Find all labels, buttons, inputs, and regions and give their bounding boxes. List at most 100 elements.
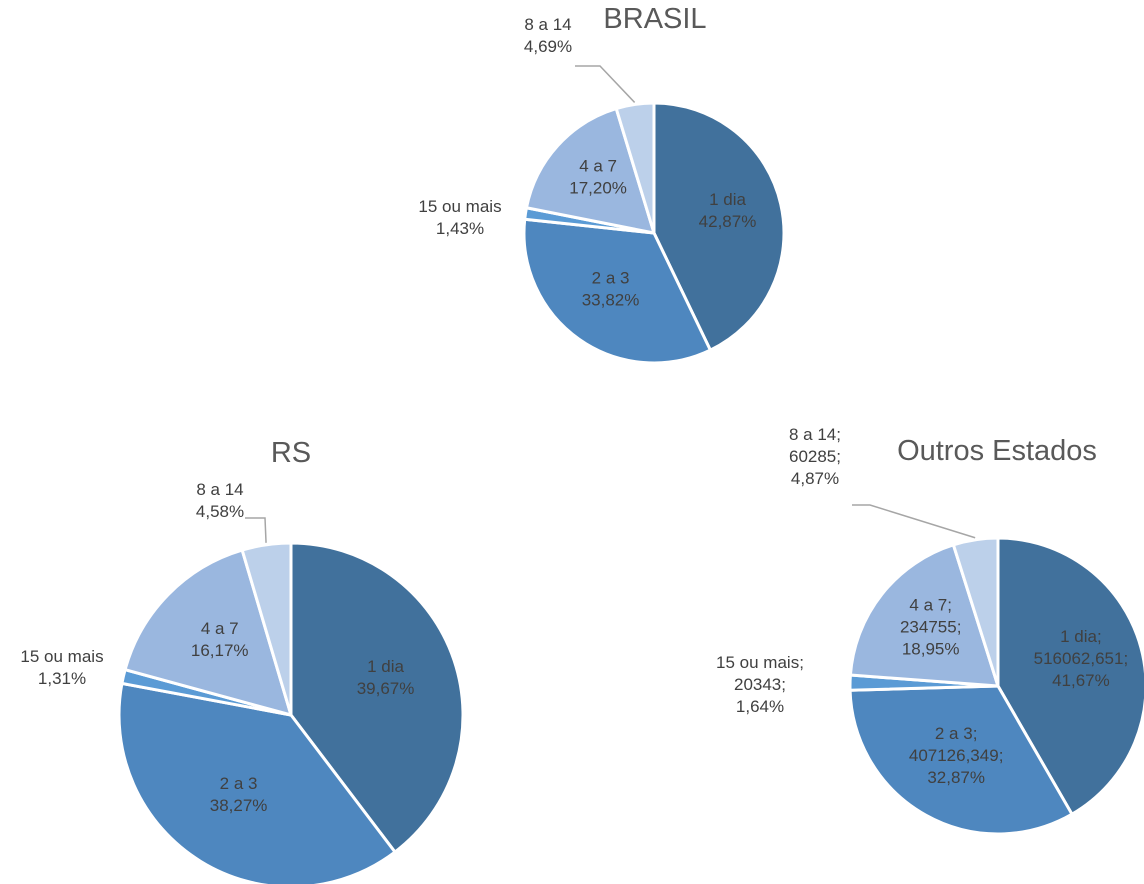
data-label-line: 1,43% — [436, 219, 484, 238]
data-label: 1 dia 39,67% — [357, 657, 415, 698]
data-label-line: 33,82% — [582, 291, 640, 310]
data-label-line: 4,69% — [524, 37, 572, 56]
data-label: 8 a 14 4,58% — [196, 480, 244, 521]
data-label-line: 41,67% — [1052, 671, 1110, 690]
data-label-text: 8 a 14 — [789, 425, 836, 444]
data-label-text: 33,82% — [582, 291, 640, 310]
data-label: 4 a 7 17,20% — [569, 156, 627, 197]
data-label-text: 42,87% — [699, 212, 757, 231]
chart-title: BRASIL — [603, 3, 706, 35]
pie-slice — [951, 536, 1000, 688]
data-label-line: 60285; — [789, 447, 841, 466]
data-label-text: 4 a 7 — [579, 156, 617, 175]
data-label-line: 17,20% — [569, 178, 627, 197]
data-label-text: 407126,349 — [909, 746, 999, 765]
data-label-line: 20343; — [734, 675, 786, 694]
data-label-text: 1,31% — [38, 669, 86, 688]
data-label-text: 2 a 3 — [220, 774, 258, 793]
data-label-line: 8 a 14; — [789, 425, 841, 444]
data-label-text: ; — [999, 746, 1004, 765]
pie-slice — [524, 107, 656, 235]
pie-slice — [240, 541, 293, 717]
data-label-line: 39,67% — [357, 679, 415, 698]
data-label: 2 a 3 38,27% — [210, 774, 268, 815]
leader-line — [575, 65, 636, 103]
data-label-text: 4 a 7 — [909, 596, 947, 615]
data-label-line: 1,64% — [736, 697, 784, 716]
data-label-text: 60285 — [789, 447, 836, 466]
data-label-text: 20343 — [734, 675, 781, 694]
data-label-line: 15 ou mais — [418, 197, 501, 216]
data-label: 1 dia 42,87% — [699, 190, 757, 231]
data-label-text: 1 dia — [367, 657, 404, 676]
chart-title: Outros Estados — [897, 435, 1097, 467]
data-label-text: ; — [836, 425, 841, 444]
data-label-text: 18,95% — [902, 640, 960, 659]
data-label-line: 4,58% — [196, 502, 244, 521]
data-label: 8 a 14 4,69% — [524, 15, 572, 56]
data-label-line: 1 dia — [367, 657, 404, 676]
data-label-text: 1,43% — [436, 219, 484, 238]
data-label-text: 38,27% — [210, 796, 268, 815]
data-label-line: 407126,349; — [909, 746, 1004, 765]
data-label-text: 1 dia — [709, 190, 746, 209]
pie-slice — [848, 684, 1074, 836]
data-label: 4 a 7 16,17% — [191, 619, 249, 660]
pie-slice — [289, 541, 465, 854]
data-label-line: 4 a 7 — [201, 619, 239, 638]
data-label-line: 4,87% — [791, 469, 839, 488]
data-label-text: ; — [781, 675, 786, 694]
data-label-text: 39,67% — [357, 679, 415, 698]
pie-slice — [123, 548, 293, 717]
data-label-line: 2 a 3; — [935, 724, 978, 743]
pie-slice — [614, 101, 656, 235]
data-label-line: 2 a 3 — [220, 774, 258, 793]
pie-slice — [996, 536, 1144, 816]
data-label-text: ; — [947, 596, 952, 615]
data-label-text: 234755 — [900, 618, 957, 637]
data-label: 15 ou mais 1,43% — [418, 197, 501, 238]
data-label-line: 15 ou mais; — [716, 653, 804, 672]
pie-chart: BRASIL 1 dia 42,87% 2 a 3 33,82% 15 ou mais 1,… — [418, 3, 786, 365]
data-label-line: 32,87% — [927, 768, 985, 787]
data-label: 15 ou mais 1,31% — [20, 647, 103, 688]
data-label-text: ; — [1123, 649, 1128, 668]
data-label-line: 516062,651; — [1034, 649, 1129, 668]
data-label-text: 8 a 14 — [524, 15, 571, 34]
data-label-text: 4,58% — [196, 502, 244, 521]
data-label-text: 8 a 14 — [196, 480, 243, 499]
data-label-text: ; — [957, 618, 962, 637]
data-label-text: 17,20% — [569, 178, 627, 197]
data-label-text: 2 a 3 — [592, 269, 630, 288]
data-label: 15 ou mais; 20343; 1,64% — [716, 653, 804, 716]
data-label-text: 516062,651 — [1034, 649, 1124, 668]
data-label-line: 1 dia; — [1060, 627, 1102, 646]
data-label: 1 dia; 516062,651; 41,67% — [1034, 627, 1129, 690]
data-label-text: 1,64% — [736, 697, 784, 716]
data-label-text: ; — [799, 653, 804, 672]
data-label-text: 4,69% — [524, 37, 572, 56]
data-label-text: 15 ou mais — [20, 647, 103, 666]
data-label-text: 4,87% — [791, 469, 839, 488]
leader-line — [852, 504, 976, 539]
pie-chart: RS 1 dia 39,67% 2 a 3 38,27% 15 ou mais 1,31% 4… — [20, 437, 465, 884]
data-label: 8 a 14; 60285; 4,87% — [789, 425, 841, 488]
pie-slice — [848, 543, 1000, 688]
data-label-line: 4 a 7; — [909, 596, 952, 615]
data-label-text: 4 a 7 — [201, 619, 239, 638]
data-label-line: 234755; — [900, 618, 961, 637]
data-label-line: 1 dia — [709, 190, 746, 209]
data-label-line: 1,31% — [38, 669, 86, 688]
data-label-text: ; — [1097, 627, 1102, 646]
data-label-line: 8 a 14 — [524, 15, 571, 34]
data-label: 4 a 7; 234755; 18,95% — [900, 596, 961, 659]
data-label: 2 a 3; 407126,349; 32,87% — [909, 724, 1004, 787]
pie-slice — [652, 101, 786, 352]
chart-title: RS — [271, 437, 311, 469]
data-label-text: ; — [836, 447, 841, 466]
data-label-line: 4 a 7 — [579, 156, 617, 175]
data-label: 2 a 3 33,82% — [582, 269, 640, 310]
data-label-line: 18,95% — [902, 640, 960, 659]
data-label-text: 15 ou mais — [418, 197, 501, 216]
